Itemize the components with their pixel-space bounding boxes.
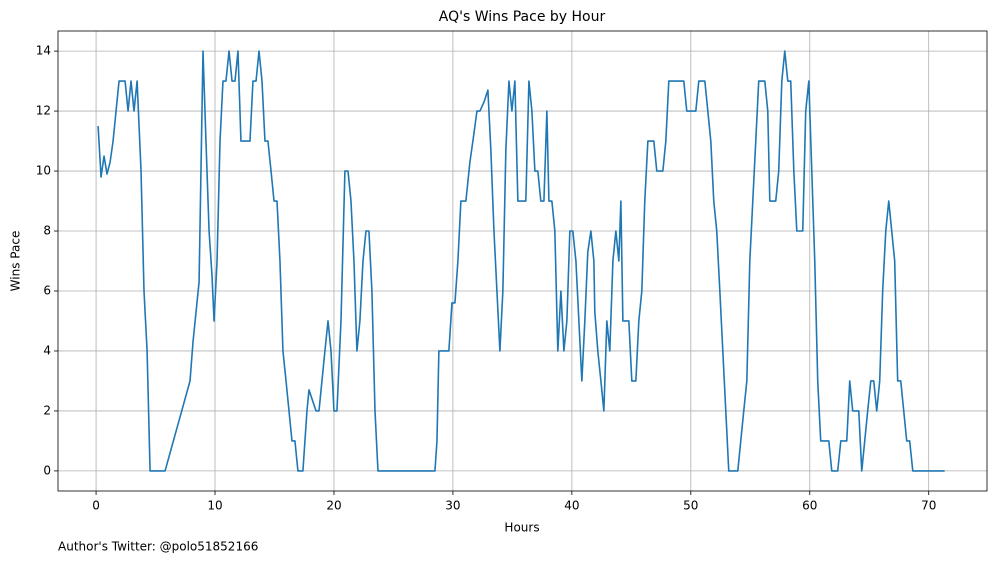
x-tick-label: 30: [445, 499, 460, 513]
x-tick-label: 20: [326, 499, 341, 513]
y-tick-label: 4: [43, 343, 51, 357]
y-axis-label: Wins Pace: [9, 231, 23, 292]
x-axis-label: Hours: [504, 521, 539, 535]
x-tick-label: 40: [564, 499, 579, 513]
x-tick-label: 10: [207, 499, 222, 513]
x-tick-label: 50: [683, 499, 698, 513]
y-tick-label: 14: [36, 44, 51, 58]
data-line: [97, 50, 945, 472]
chart-title: AQ's Wins Pace by Hour: [439, 9, 606, 25]
x-tick-label: 60: [802, 499, 817, 513]
plot-frame: [57, 30, 988, 492]
y-tick-label: 10: [36, 164, 51, 178]
y-tick-label: 6: [43, 283, 51, 297]
x-tick-label: 70: [921, 499, 936, 513]
footnote: Author's Twitter: @polo51852166: [58, 540, 258, 554]
y-tick-label: 12: [36, 104, 51, 118]
y-tick-label: 8: [43, 224, 51, 238]
y-tick-label: 0: [43, 463, 51, 477]
x-tick-label: 0: [92, 499, 100, 513]
y-tick-label: 2: [43, 403, 51, 417]
